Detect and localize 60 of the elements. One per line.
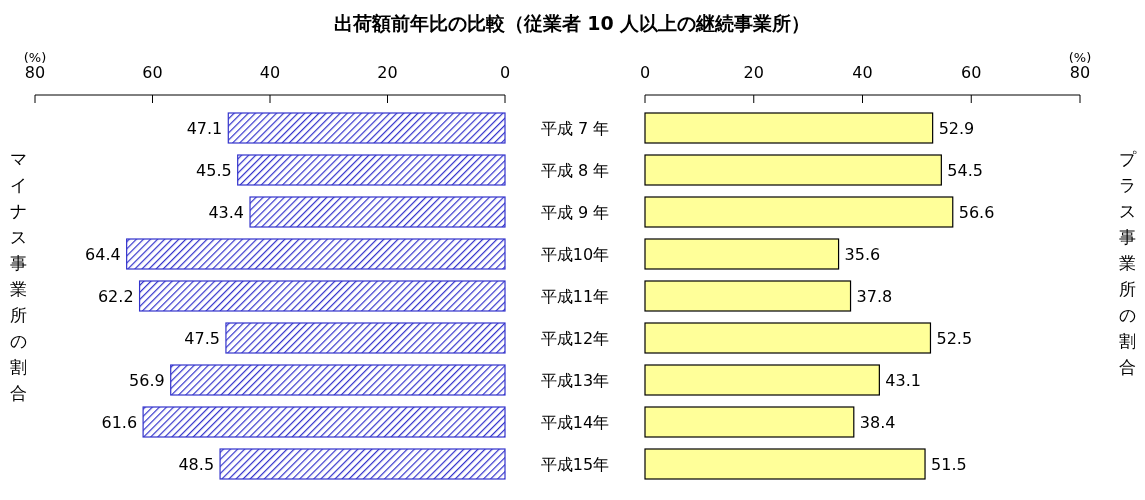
y-tick-label: 平成12年 — [540, 329, 610, 348]
y-tick-label: 平成13年 — [540, 371, 610, 390]
x-tick-label: 80 — [1069, 63, 1091, 82]
y-tick-label: 平成10年 — [540, 245, 610, 264]
bar — [249, 196, 506, 228]
data-label: 52.5 — [936, 329, 973, 348]
data-label: 47.1 — [186, 119, 223, 138]
data-label: 43.1 — [885, 371, 921, 390]
data-label: 35.6 — [844, 245, 881, 264]
y-tick-label: 平成 8 年 — [540, 161, 610, 180]
y-tick-label: 平成11年 — [540, 287, 610, 306]
bar — [644, 364, 880, 396]
data-label: 52.9 — [938, 119, 975, 138]
bar — [644, 322, 932, 354]
y-tick-label: 平成15年 — [540, 455, 610, 474]
bar — [644, 448, 926, 480]
bar — [170, 364, 506, 396]
bar — [644, 238, 840, 270]
x-tick-label: 40 — [259, 63, 281, 82]
data-label: 61.6 — [101, 413, 138, 432]
bar — [138, 280, 506, 312]
x-axis-title: (%) — [1068, 50, 1092, 65]
x-tick-label: 20 — [743, 63, 764, 82]
bar — [225, 322, 506, 354]
data-label: 45.5 — [196, 161, 232, 180]
data-label: 43.4 — [208, 203, 245, 222]
x-tick-label: 80 — [24, 63, 46, 82]
data-label: 51.5 — [931, 455, 967, 474]
y-tick-label: 平成14年 — [540, 413, 610, 432]
data-label: 37.8 — [856, 287, 893, 306]
bar — [142, 406, 506, 438]
text: マイナス事業所の割合 — [9, 149, 27, 403]
data-label: 38.4 — [859, 413, 896, 432]
bar — [219, 448, 506, 480]
text: 出荷額前年比の比較（従業者 10 人以上の継続事業所） — [333, 12, 811, 34]
bar — [644, 112, 934, 144]
bar — [644, 154, 942, 186]
x-tick-label: 0 — [499, 63, 511, 82]
bar — [644, 196, 954, 228]
bar — [644, 406, 855, 438]
data-label: 62.2 — [97, 287, 134, 306]
data-label: 54.5 — [947, 161, 983, 180]
x-tick-label: 60 — [142, 63, 163, 82]
y-tick-label: 平成 9 年 — [540, 203, 610, 222]
text: プラス事業所の割合 — [1118, 149, 1136, 377]
x-tick-label: 0 — [639, 63, 651, 82]
data-label: 48.5 — [178, 455, 215, 474]
data-label: 47.5 — [184, 329, 220, 348]
data-label: 56.6 — [958, 203, 995, 222]
x-axis-title: (%) — [23, 50, 47, 65]
x-tick-label: 20 — [377, 63, 398, 82]
bar — [237, 154, 506, 186]
data-label: 56.9 — [129, 371, 165, 390]
bar — [644, 280, 852, 312]
x-tick-label: 40 — [852, 63, 873, 82]
y-tick-label: 平成 7 年 — [540, 119, 610, 138]
x-tick-label: 60 — [961, 63, 982, 82]
data-label: 64.4 — [85, 245, 121, 264]
bar — [227, 112, 506, 144]
bar — [126, 238, 506, 270]
